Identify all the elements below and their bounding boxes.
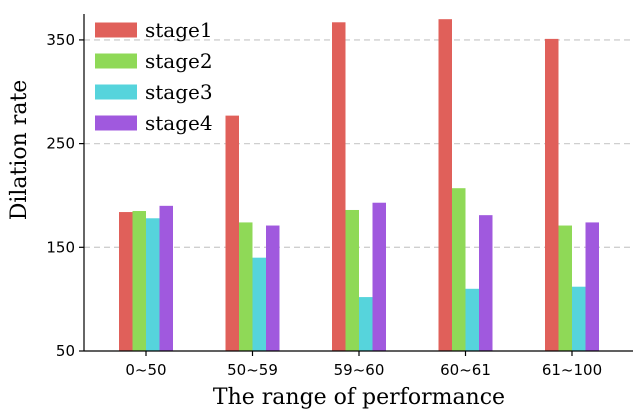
- bar-stage3-2: [359, 297, 373, 351]
- bars-layer: [119, 19, 599, 352]
- legend: stage1 stage2 stage3 stage4: [95, 18, 213, 135]
- bar-stage2-4: [558, 225, 572, 351]
- y-tick-label: 350: [46, 31, 75, 49]
- legend-swatch-stage2: [95, 53, 137, 69]
- bar-stage1-3: [438, 19, 452, 351]
- ticks-layer: 50 150 250 350 0~50 50~59 59~60 60~61 61~100: [46, 31, 602, 379]
- bar-stage4-2: [372, 202, 386, 351]
- bar-stage2-1: [239, 222, 253, 351]
- bar-stage4-0: [159, 205, 173, 351]
- x-tick-label: 59~60: [334, 361, 385, 379]
- bar-stage1-2: [332, 22, 346, 352]
- bar-stage4-1: [266, 225, 280, 351]
- legend-swatch-stage4: [95, 115, 137, 131]
- bar-stage2-0: [132, 211, 146, 351]
- bar-stage4-3: [479, 215, 493, 351]
- bar-stage1-4: [545, 38, 559, 351]
- bar-stage4-4: [585, 222, 599, 351]
- bar-stage1-1: [225, 115, 239, 351]
- bar-stage2-2: [345, 209, 359, 351]
- bar-stage2-3: [452, 188, 466, 351]
- bar-stage3-3: [465, 288, 479, 351]
- x-tick-label: 61~100: [542, 361, 602, 379]
- bar-stage3-1: [252, 257, 266, 351]
- y-axis-title: Dilation rate: [7, 80, 32, 221]
- legend-label-stage1: stage1: [145, 18, 213, 42]
- x-tick-label: 60~61: [440, 361, 491, 379]
- legend-label-stage4: stage4: [145, 111, 213, 135]
- x-tick-label: 0~50: [125, 361, 166, 379]
- legend-label-stage3: stage3: [145, 80, 213, 104]
- bar-stage1-0: [119, 212, 133, 351]
- y-tick-label: 250: [46, 135, 75, 153]
- legend-swatch-stage1: [95, 22, 137, 38]
- x-tick-label: 50~59: [227, 361, 278, 379]
- legend-label-stage2: stage2: [145, 49, 213, 73]
- bar-stage3-0: [146, 218, 160, 351]
- x-axis-title: The range of performance: [213, 385, 505, 410]
- legend-swatch-stage3: [95, 84, 137, 100]
- bar-stage3-4: [572, 286, 586, 351]
- y-tick-label: 50: [56, 342, 75, 360]
- y-tick-label: 150: [46, 238, 75, 256]
